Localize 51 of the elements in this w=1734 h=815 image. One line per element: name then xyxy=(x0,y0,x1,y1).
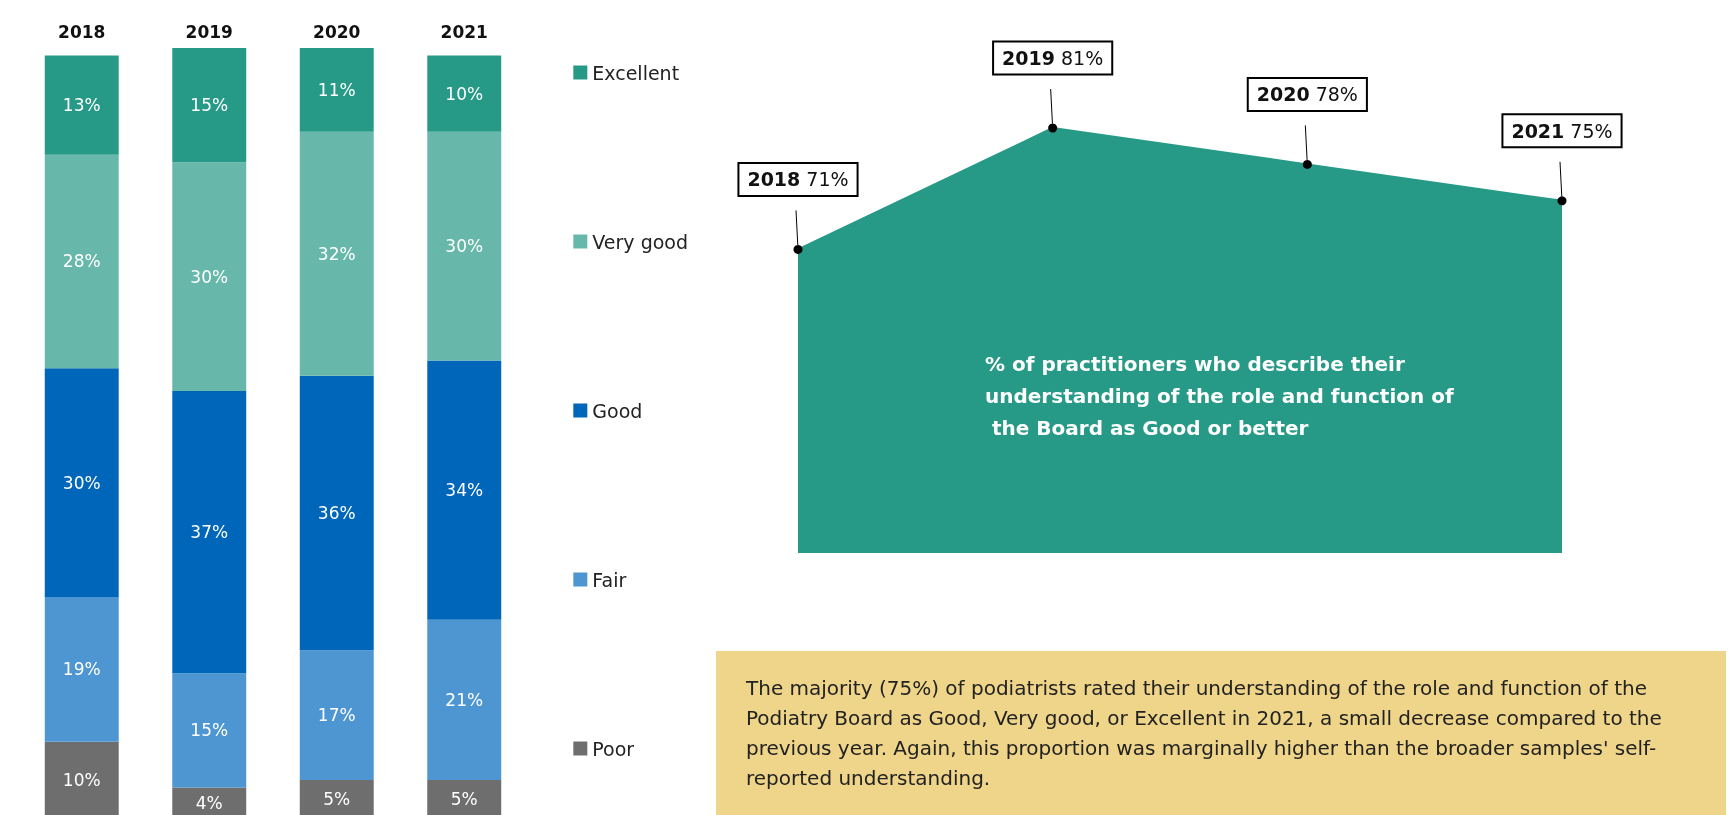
data-label: 11% xyxy=(317,79,356,100)
x-tick-label: 2021 xyxy=(440,21,488,42)
data-label: 30% xyxy=(62,472,101,493)
data-label: 2019 81% xyxy=(1002,47,1104,69)
bar xyxy=(44,154,119,369)
data-label: 15% xyxy=(190,720,229,741)
data-label: 5% xyxy=(450,788,478,809)
bar xyxy=(427,55,502,132)
data-label: 37% xyxy=(190,522,229,543)
legend-label: Good xyxy=(592,399,643,422)
x-tick-label: 2019 xyxy=(185,21,233,42)
data-label: 30% xyxy=(445,236,484,257)
bar xyxy=(44,368,119,597)
legend-label: Very good xyxy=(592,230,689,253)
data-label: 4% xyxy=(195,792,223,813)
data-label: 30% xyxy=(190,266,229,287)
legend-label: Excellent xyxy=(592,61,680,84)
bar xyxy=(299,375,374,651)
data-label: 34% xyxy=(445,480,484,501)
data-label: 32% xyxy=(317,243,356,264)
data-label: 10% xyxy=(62,769,101,790)
bar xyxy=(44,55,119,155)
legend-label: Fair xyxy=(592,568,627,591)
legend-label: Poor xyxy=(592,737,635,760)
data-label: 2021 75% xyxy=(1511,119,1613,142)
data-label: 15% xyxy=(190,95,229,116)
data-label: 13% xyxy=(62,95,101,116)
x-tick-label: 2018 xyxy=(58,21,106,42)
bar xyxy=(172,48,247,163)
data-label: 21% xyxy=(445,689,484,710)
text: % of practitioners who describe their understanding of the role and function of the Board as Good or better xyxy=(985,352,1454,440)
data-label: 17% xyxy=(317,705,356,726)
bar xyxy=(299,650,374,780)
bar xyxy=(427,131,502,361)
bar xyxy=(172,391,247,674)
data-label: 28% xyxy=(62,251,101,272)
bar xyxy=(172,162,247,392)
data-label: 19% xyxy=(62,659,101,680)
bar xyxy=(427,619,502,780)
bar xyxy=(172,673,247,788)
data-label: 2018 71% xyxy=(747,168,849,191)
data-label: 5% xyxy=(323,788,351,809)
x-tick-label: 2020 xyxy=(313,21,361,42)
note-box: The majority (75%) of podiatrists rated their understanding of the role and function of the Podiatry Board as Good, Very good, or Excellent in 2021, a small decrease compared to the previous year. Again, this proportion was marginally higher than the broader samples' self-reported understanding. xyxy=(716,651,1726,815)
bar xyxy=(44,596,119,742)
bar xyxy=(299,131,374,376)
bar xyxy=(299,48,374,132)
bar xyxy=(427,360,502,620)
data-label: 10% xyxy=(445,83,484,104)
data-label: 36% xyxy=(317,503,356,524)
data-label: 2020 78% xyxy=(1256,83,1358,106)
